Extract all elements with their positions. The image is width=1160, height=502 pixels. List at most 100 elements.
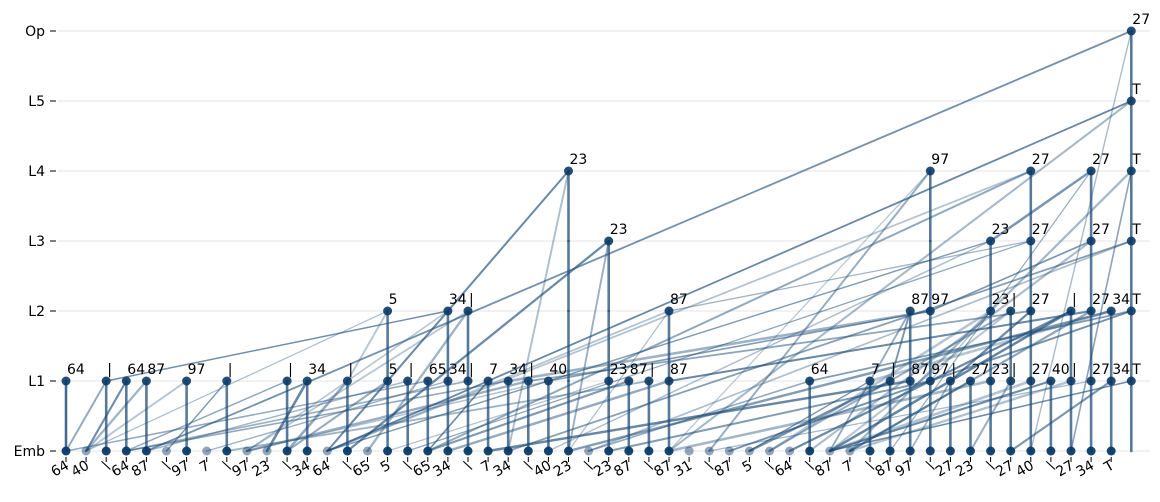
node-label: 27 <box>1032 292 1050 308</box>
node-label: 23 <box>992 362 1010 378</box>
node-emb <box>885 446 895 456</box>
node-L1 <box>282 376 292 386</box>
attention-edge <box>708 170 932 452</box>
node-label: 27 <box>1032 362 1050 378</box>
y-axis: Emb L1 L2 L3 L4 L5 Op <box>14 24 56 460</box>
attention-edge <box>125 380 288 452</box>
x-tick-label: 87 <box>873 458 896 481</box>
node-emb <box>945 446 955 456</box>
node-label: 97 <box>931 152 949 168</box>
node-emb <box>704 446 714 456</box>
attention-edge <box>125 380 469 452</box>
attention-edge <box>386 380 610 452</box>
node-label: 97 <box>188 362 206 378</box>
node-label: | <box>409 362 414 378</box>
node-emb <box>785 446 795 456</box>
node-label: | <box>107 362 112 378</box>
node-label: 40 <box>1052 362 1070 378</box>
attention-edge <box>567 310 670 452</box>
node-label: T <box>1131 362 1141 378</box>
node-label: | <box>228 362 233 378</box>
node-emb <box>584 446 594 456</box>
node-L2 <box>1086 306 1096 316</box>
node-label: 97 <box>931 292 949 308</box>
node-label: 87 <box>670 292 688 308</box>
node-emb <box>1026 446 1036 456</box>
node-label: | <box>1012 362 1017 378</box>
x-tick-label: 34 <box>430 458 454 481</box>
attention-edge <box>667 99 1133 453</box>
x-tick-label: 87 <box>812 458 835 481</box>
node-L1 <box>443 376 453 386</box>
attention-edge <box>668 240 1032 312</box>
attention-edge <box>246 380 550 452</box>
attention-edge <box>346 239 610 453</box>
node-L2 <box>925 306 935 316</box>
attention-edge <box>65 380 429 452</box>
node-label: 64 <box>127 362 145 378</box>
node-emb <box>523 446 533 456</box>
attention-edge <box>547 240 992 452</box>
node-emb <box>624 446 634 456</box>
node-emb <box>805 446 815 456</box>
node-label: 87 <box>670 362 688 378</box>
attention-edge <box>427 380 489 452</box>
x-tick-label: 40 <box>1013 458 1036 481</box>
attention-edge <box>84 379 148 453</box>
node-L1 <box>383 376 393 386</box>
node-L2 <box>383 306 393 316</box>
node-label: 27 <box>1132 12 1150 28</box>
x-tick-label: 40 <box>69 458 92 481</box>
x-tick-label: 7 <box>840 458 856 476</box>
attention-edge <box>165 380 228 452</box>
node-L1 <box>865 376 875 386</box>
node-L1 <box>885 376 895 386</box>
x-tick-label: 27 <box>1054 458 1077 481</box>
attention-edge <box>667 309 1093 383</box>
x-tick-label: 87 <box>712 458 735 481</box>
node-label: 23 <box>610 222 628 238</box>
attention-edge <box>868 309 1113 383</box>
node-emb <box>1086 446 1096 456</box>
node-L1 <box>342 376 352 386</box>
node-emb <box>1066 446 1076 456</box>
node-emb <box>664 446 674 456</box>
node-label: 7 <box>489 362 498 378</box>
node-emb <box>262 446 272 456</box>
node-L1 <box>945 376 955 386</box>
x-tick-label: 27 <box>993 458 1016 481</box>
node-L1 <box>1066 376 1076 386</box>
node-emb <box>101 446 111 456</box>
node-L5 <box>1126 96 1136 106</box>
node-label: 23 <box>570 152 588 168</box>
attention-edge <box>286 379 389 453</box>
node-L1 <box>1026 376 1036 386</box>
node-label: 27 <box>1092 362 1110 378</box>
node-label: 7 <box>871 362 880 378</box>
y-tick-label: L4 <box>28 164 45 180</box>
x-tick-label: 27 <box>933 458 956 481</box>
node-L1 <box>543 376 553 386</box>
node-label: 34 <box>308 362 326 378</box>
node-emb <box>242 446 252 456</box>
x-tick-label: 34 <box>491 458 515 481</box>
node-L4 <box>925 166 935 176</box>
attention-edge <box>507 240 1133 452</box>
node-label: 5 <box>389 292 398 308</box>
attention-edge <box>909 380 952 452</box>
node-emb <box>463 446 473 456</box>
node-emb <box>483 446 493 456</box>
node-L1 <box>986 376 996 386</box>
x-tick-label: 64 <box>49 458 73 481</box>
node-emb <box>966 446 975 456</box>
node-emb <box>162 446 171 456</box>
node-L1 <box>503 376 513 386</box>
node-L3 <box>604 236 614 246</box>
node-label: T <box>1131 152 1141 168</box>
node-label: | <box>1012 292 1017 308</box>
x-tick-label: 23 <box>551 458 574 481</box>
node-L1 <box>644 376 654 386</box>
node-L1 <box>302 376 312 386</box>
node-emb <box>363 446 372 456</box>
